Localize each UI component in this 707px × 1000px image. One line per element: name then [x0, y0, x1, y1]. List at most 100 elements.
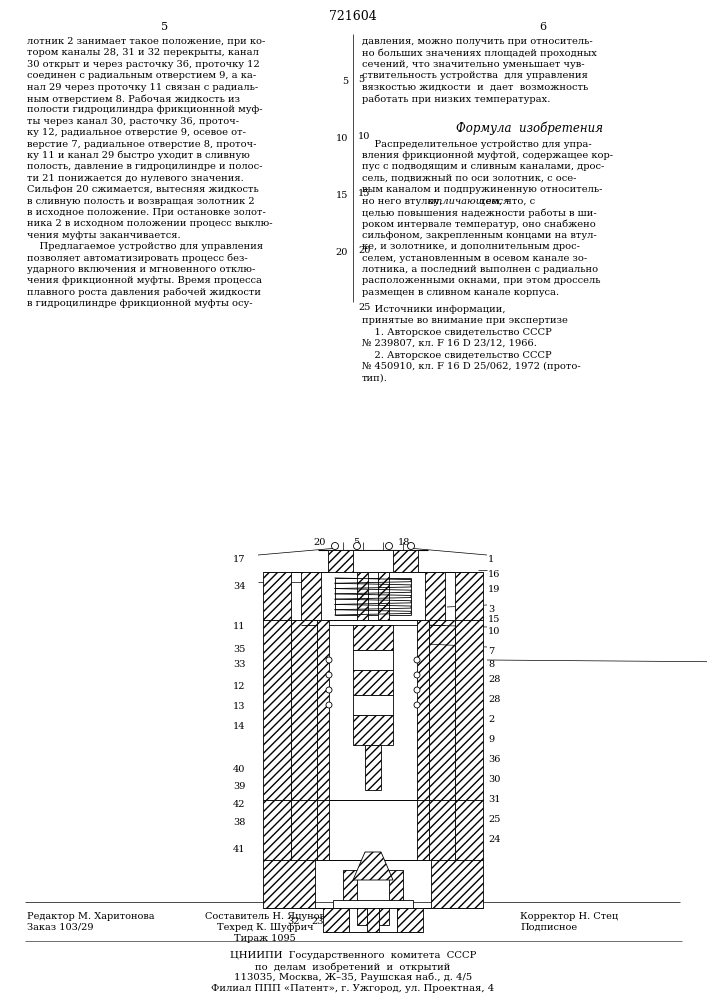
- Text: Распределительное устройство для упра-: Распределительное устройство для упра-: [362, 140, 592, 149]
- Text: 5: 5: [161, 22, 168, 32]
- Bar: [367, 908, 379, 932]
- Bar: [389, 870, 403, 908]
- Text: полость, давление в гидроцилиндре и полос-: полость, давление в гидроцилиндре и поло…: [27, 162, 262, 171]
- Text: ку 12, радиальное отверстие 9, осевое от-: ку 12, радиальное отверстие 9, осевое от…: [27, 128, 246, 137]
- Text: чения муфты заканчивается.: чения муфты заканчивается.: [27, 231, 180, 240]
- Bar: [357, 572, 368, 620]
- Bar: [417, 620, 429, 800]
- Text: 24: 24: [488, 835, 501, 844]
- Circle shape: [414, 687, 420, 693]
- Circle shape: [326, 657, 332, 663]
- Text: в исходное положение. При остановке золот-: в исходное положение. При остановке золо…: [27, 208, 266, 217]
- Text: 7: 7: [488, 647, 494, 656]
- Text: 10: 10: [358, 132, 370, 141]
- Bar: [353, 670, 393, 695]
- Text: 28: 28: [488, 695, 501, 704]
- Text: 28: 28: [488, 675, 501, 684]
- Bar: [343, 870, 357, 908]
- Text: 8: 8: [488, 660, 494, 669]
- Text: Составитель Н. Яцунов: Составитель Н. Яцунов: [205, 912, 325, 921]
- Bar: [357, 908, 367, 925]
- Bar: [455, 620, 483, 800]
- Text: работать при низких температурах.: работать при низких температурах.: [362, 94, 550, 104]
- Bar: [291, 620, 317, 800]
- Circle shape: [407, 542, 414, 550]
- Text: сильфоном, закрепленным концами на втул-: сильфоном, закрепленным концами на втул-: [362, 231, 597, 240]
- Text: тором каналы 28, 31 и 32 перекрыты, канал: тором каналы 28, 31 и 32 перекрыты, кана…: [27, 48, 259, 57]
- Bar: [263, 800, 291, 860]
- Text: тип).: тип).: [362, 373, 388, 382]
- Text: 30 открыт и через расточку 36, проточку 12: 30 открыт и через расточку 36, проточку …: [27, 60, 259, 69]
- Text: 40: 40: [233, 765, 245, 774]
- Text: верстие 7, радиальное отверстие 8, проточ-: верстие 7, радиальное отверстие 8, прото…: [27, 140, 257, 149]
- Text: целью повышения надежности работы в ши-: целью повышения надежности работы в ши-: [362, 208, 597, 218]
- Bar: [263, 620, 291, 800]
- Text: в сливную полость и возвращая золотник 2: в сливную полость и возвращая золотник 2: [27, 197, 255, 206]
- Text: Филиал ППП «Патент», г. Ужгород, ул. Проектная, 4: Филиал ППП «Патент», г. Ужгород, ул. Про…: [211, 984, 495, 993]
- Circle shape: [354, 542, 361, 550]
- Text: ударного включения и мгновенного отклю-: ударного включения и мгновенного отклю-: [27, 265, 255, 274]
- Text: 31: 31: [488, 795, 501, 804]
- Text: 2: 2: [488, 715, 494, 724]
- Text: 5: 5: [342, 77, 348, 86]
- Text: в гидроцилиндре фрикционной муфты осу-: в гидроцилиндре фрикционной муфты осу-: [27, 299, 252, 308]
- Text: 25: 25: [488, 815, 501, 824]
- Text: 19: 19: [488, 585, 501, 594]
- Text: 15: 15: [358, 189, 370, 198]
- Polygon shape: [353, 852, 393, 880]
- Text: 26: 26: [357, 917, 369, 926]
- Text: соединен с радиальным отверстием 9, а ка-: соединен с радиальным отверстием 9, а ка…: [27, 71, 256, 80]
- Text: тем, что, с: тем, что, с: [477, 197, 535, 206]
- Text: Редактор М. Харитонова: Редактор М. Харитонова: [27, 912, 155, 921]
- Text: плавного роста давления рабочей жидкости: плавного роста давления рабочей жидкости: [27, 288, 261, 297]
- Bar: [431, 860, 483, 908]
- Text: давления, можно получить при относитель-: давления, можно получить при относитель-: [362, 37, 592, 46]
- Text: селем, установленным в осевом канале зо-: селем, установленным в осевом канале зо-: [362, 254, 588, 263]
- Circle shape: [385, 542, 392, 550]
- Text: расположенными окнами, при этом дроссель: расположенными окнами, при этом дроссель: [362, 276, 600, 285]
- Text: 36: 36: [488, 755, 501, 764]
- Text: полости гидроцилиндра фрикционнной муф-: полости гидроцилиндра фрикционнной муф-: [27, 105, 262, 114]
- Text: ку 11 и канал 29 быстро уходит в сливную: ку 11 и канал 29 быстро уходит в сливную: [27, 151, 250, 160]
- Text: Заказ 103/29: Заказ 103/29: [27, 923, 93, 932]
- Circle shape: [326, 687, 332, 693]
- Text: 17: 17: [233, 555, 245, 564]
- Text: 25: 25: [358, 303, 370, 312]
- Circle shape: [414, 702, 420, 708]
- Bar: [353, 715, 393, 745]
- Bar: [365, 745, 381, 790]
- Bar: [353, 625, 393, 650]
- Text: 13: 13: [233, 702, 245, 711]
- Text: 9: 9: [488, 735, 494, 744]
- Text: вления фрикционной муфтой, содержащее кор-: вления фрикционной муфтой, содержащее ко…: [362, 151, 613, 160]
- Text: вым каналом и подпружиненную относитель-: вым каналом и подпружиненную относитель-: [362, 185, 602, 194]
- Bar: [379, 908, 389, 925]
- Text: 10: 10: [336, 134, 348, 143]
- Text: 12: 12: [233, 682, 245, 691]
- Text: пус с подводящим и сливным каналами, дрос-: пус с подводящим и сливным каналами, дро…: [362, 162, 604, 171]
- Text: но него втулку,: но него втулку,: [362, 197, 445, 206]
- Text: 20: 20: [313, 538, 325, 547]
- Bar: [378, 572, 389, 620]
- Text: Техред К. Шуфрич: Техред К. Шуфрич: [217, 923, 313, 932]
- Text: Сильфон 20 сжимается, вытесняя жидкость: Сильфон 20 сжимается, вытесняя жидкость: [27, 185, 259, 194]
- Bar: [349, 908, 397, 932]
- Text: Формула  изобретения: Формула изобретения: [457, 121, 604, 135]
- Text: 41: 41: [233, 845, 245, 854]
- Text: 14: 14: [233, 722, 245, 731]
- Text: лотника, а последний выполнен с радиально: лотника, а последний выполнен с радиальн…: [362, 265, 598, 274]
- Text: 37: 37: [395, 917, 407, 926]
- Bar: [455, 800, 483, 860]
- Text: 18: 18: [398, 538, 410, 547]
- Text: ным отверстием 8. Рабочая жидкость из: ным отверстием 8. Рабочая жидкость из: [27, 94, 240, 104]
- Text: принятые во внимание при экспертизе: принятые во внимание при экспертизе: [362, 316, 568, 325]
- Text: Предлагаемое устройство для управления: Предлагаемое устройство для управления: [27, 242, 263, 251]
- Text: 1: 1: [488, 555, 494, 564]
- Text: нал 29 через проточку 11 связан с радиаль-: нал 29 через проточку 11 связан с радиал…: [27, 83, 258, 92]
- Text: 16: 16: [488, 570, 501, 579]
- Text: ствительность устройства  для управления: ствительность устройства для управления: [362, 71, 588, 80]
- Circle shape: [326, 702, 332, 708]
- Bar: [353, 650, 393, 670]
- Text: 6: 6: [539, 22, 547, 32]
- Text: 35: 35: [233, 645, 245, 654]
